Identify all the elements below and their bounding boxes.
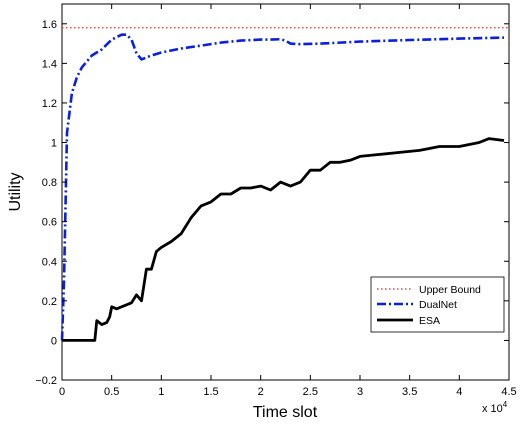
- x-multiplier-exponent: 4: [503, 400, 508, 409]
- ticks-layer: 0 0.5 1 1.5 2 2.5 3 3.5 4 4.5−0.200.20.40.60.811.…: [35, 4, 517, 398]
- legend-box: [370, 276, 505, 333]
- y-tick-label: 0.2: [42, 296, 57, 308]
- x-tick-label: 4: [456, 386, 462, 398]
- x-tick-label: 0.5: [104, 386, 119, 398]
- x-tick-label: 2.5: [303, 386, 318, 398]
- y-axis-label: Utility: [7, 172, 24, 211]
- x-multiplier-base: x 10: [482, 403, 503, 415]
- x-tick-label: 2: [258, 386, 264, 398]
- y-tick-label: 0.4: [42, 256, 57, 268]
- x-multiplier-label: x 104: [482, 400, 508, 415]
- series-line-dualnet: [60, 33, 505, 341]
- y-tick-label: 0: [51, 335, 57, 347]
- legend-label-dualnet: DualNet: [419, 299, 457, 311]
- x-tick-label: 1.5: [203, 386, 218, 398]
- y-tick-label: −0.2: [35, 375, 57, 387]
- series-layer: [60, 27, 509, 342]
- legend: Upper Bound DualNet ESA: [370, 276, 505, 333]
- series-line-esa: [62, 137, 505, 342]
- legend-label-upper-bound: Upper Bound: [419, 284, 481, 296]
- legend-label-esa: ESA: [419, 315, 440, 327]
- y-tick-label: 1.2: [42, 98, 57, 110]
- x-tick-label: 4.5: [501, 386, 516, 398]
- x-tick-label: 3.5: [402, 386, 417, 398]
- y-tick-label: 1.6: [42, 19, 57, 31]
- x-tick-label: 3: [357, 386, 363, 398]
- y-tick-label: 0.8: [42, 177, 57, 189]
- y-tick-label: 1.4: [42, 58, 57, 70]
- x-axis-label: Time slot: [253, 404, 318, 421]
- y-tick-label: 1: [51, 138, 57, 150]
- y-tick-label: 0.6: [42, 217, 57, 229]
- x-tick-label: 1: [158, 386, 164, 398]
- x-tick-label: 0: [59, 386, 65, 398]
